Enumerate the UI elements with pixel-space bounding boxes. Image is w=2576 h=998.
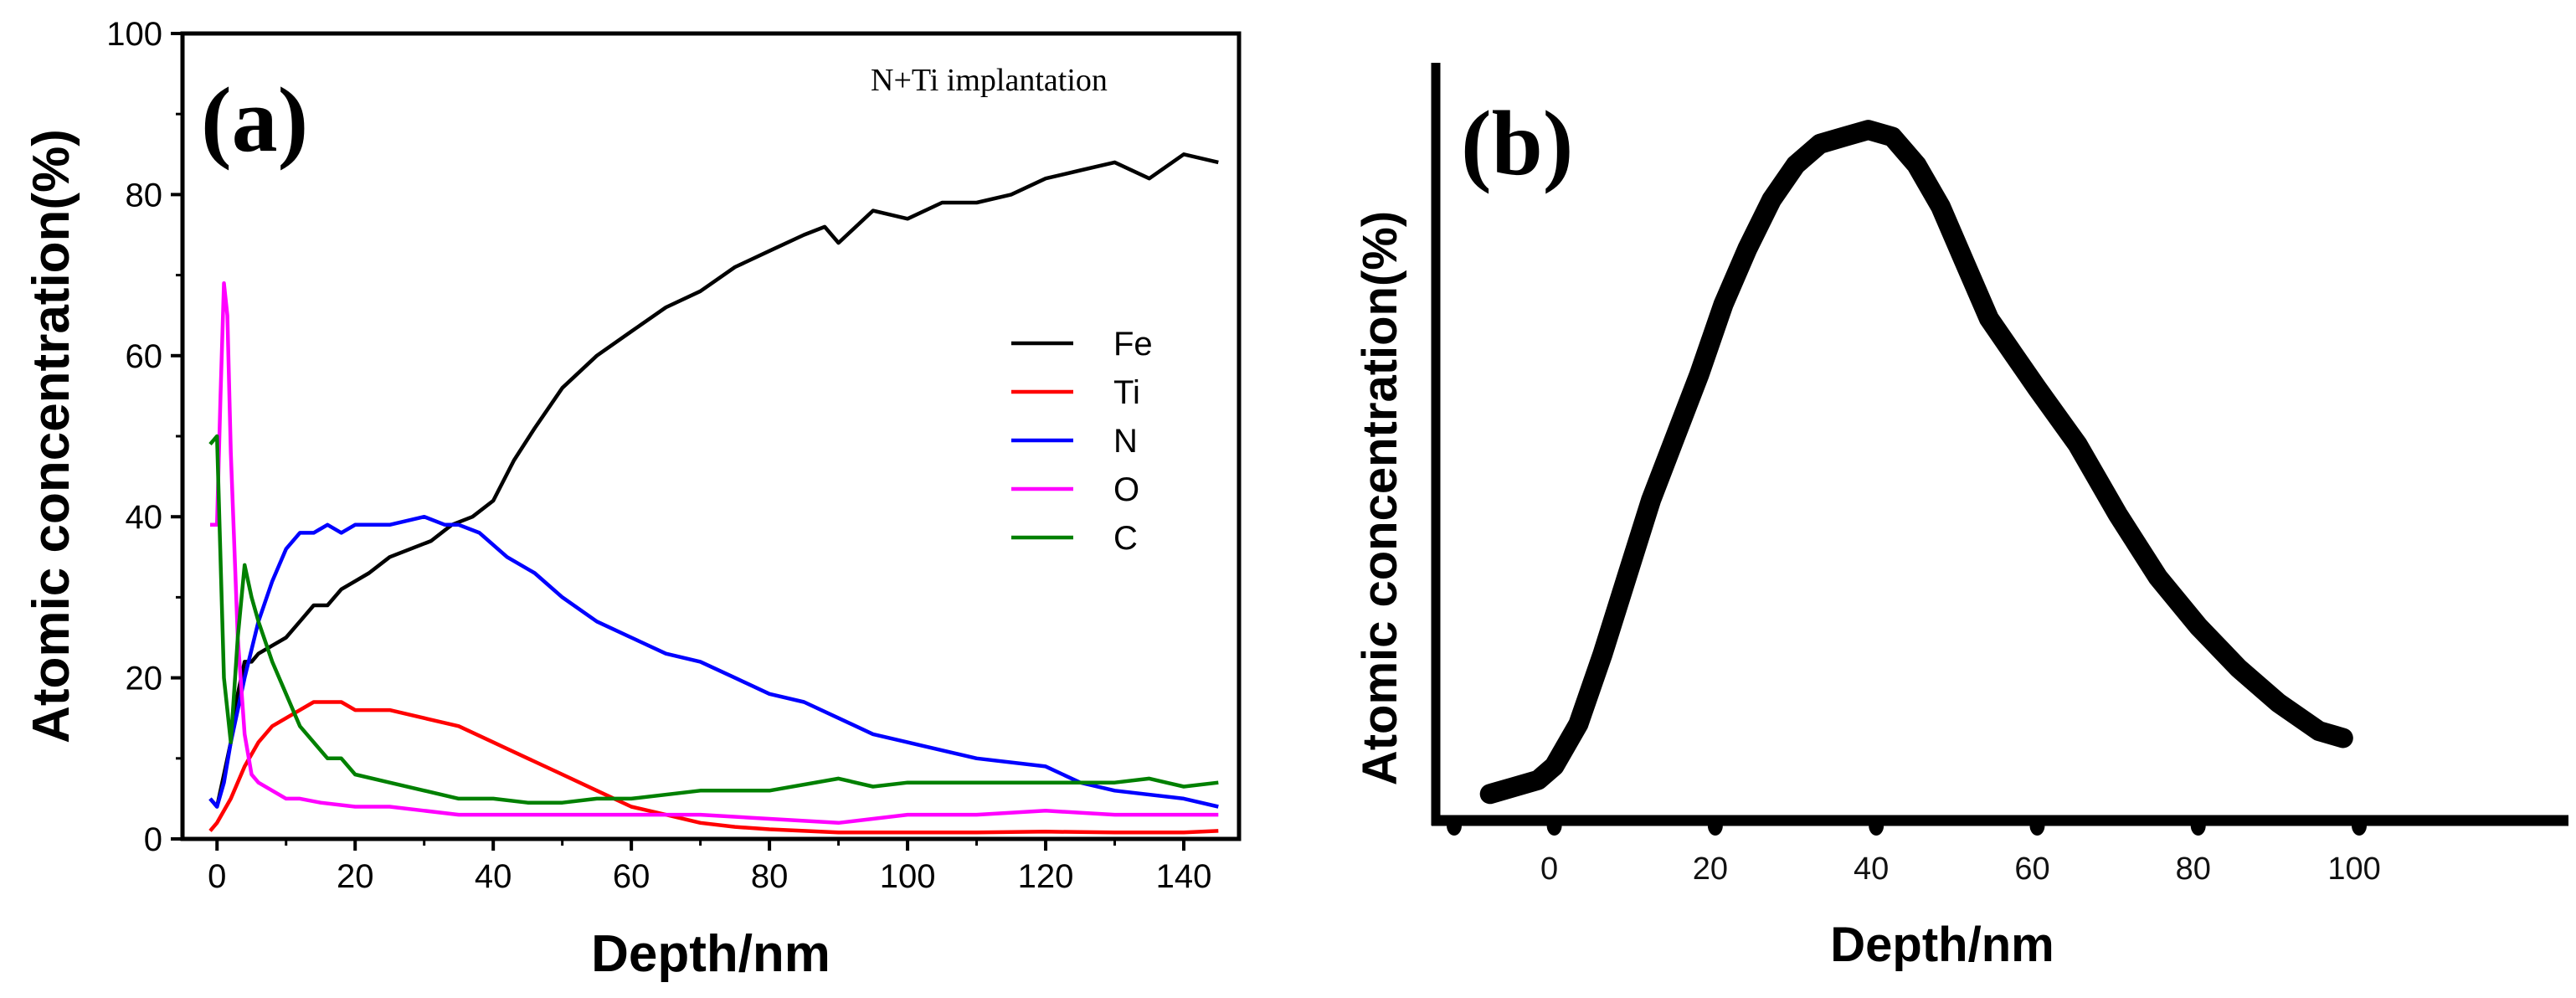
x-tick-dot <box>2352 815 2368 836</box>
x-tick-dot <box>1546 815 1562 836</box>
x-tick-dot <box>2190 815 2206 836</box>
x-tick-dot <box>1707 815 1723 836</box>
x-tick-dot <box>2029 815 2045 836</box>
x-tick-label: 20 <box>1693 851 1728 887</box>
panel-a: (a) N+Ti implantation 0 20 40 60 80 100 120 140… <box>23 16 1242 983</box>
panel-a-x-axis-title: Depth/nm <box>591 925 830 983</box>
legend-label: Fe <box>1113 326 1153 363</box>
panel-a-ticks: 0 20 40 60 80 100 120 140 0 20 40 60 80 100 <box>106 16 1211 895</box>
series-line-ti <box>208 700 1219 835</box>
legend-label: Ti <box>1113 374 1140 411</box>
panel-b-label: (b) <box>1461 92 1573 194</box>
x-tick-label: 40 <box>475 858 512 895</box>
series-line-fe <box>208 152 1219 809</box>
panel-a-label: (a) <box>201 69 308 171</box>
x-tick-label: 140 <box>1156 858 1212 895</box>
series-line-c <box>208 434 1219 805</box>
legend-label: C <box>1113 520 1138 557</box>
y-tick-label: 60 <box>126 338 163 375</box>
x-tick-dot <box>1869 815 1884 836</box>
panel-b-x-axis-title: Depth/nm <box>1830 918 2054 972</box>
y-tick-label: 40 <box>126 499 163 536</box>
y-tick-label: 100 <box>106 16 162 53</box>
x-tick-label: 20 <box>337 858 374 895</box>
panel-a-legend: Fe Ti NOC <box>1011 326 1153 557</box>
panel-a-plot-frame <box>180 31 1242 841</box>
x-tick-label: 80 <box>751 858 789 895</box>
x-tick-label: 60 <box>613 858 650 895</box>
x-tick-label: 120 <box>1018 858 1074 895</box>
series-line-o <box>210 280 1219 826</box>
x-tick-label: 100 <box>2327 851 2380 887</box>
series-line-n <box>208 514 1219 809</box>
y-tick-label: 0 <box>144 821 162 858</box>
series-line-profile <box>1479 120 2353 805</box>
panel-a-y-axis-title: Atomic concentration(%) <box>23 129 80 743</box>
legend-label: O <box>1113 471 1139 508</box>
panel-a-series <box>208 152 1219 835</box>
x-tick-label: 100 <box>880 858 936 895</box>
y-tick-label: 20 <box>126 661 163 697</box>
x-tick-label: 0 <box>1540 851 1558 887</box>
x-tick-label: 80 <box>2176 851 2211 887</box>
x-tick-label: 40 <box>1854 851 1889 887</box>
x-tick-label: 60 <box>2014 851 2049 887</box>
y-tick-label: 80 <box>126 177 163 213</box>
panel-b-series <box>1479 120 2353 805</box>
panel-a-annotation: N+Ti implantation <box>871 63 1108 98</box>
panel-b-y-axis-title: Atomic concentration(%) <box>1353 211 1407 785</box>
legend-label: N <box>1113 423 1138 460</box>
panel-b: (b) 0 20 40 60 80 100 Depth/nm Atomic concent… <box>1353 63 2568 972</box>
panel-b-ticks: 0 20 40 60 80 100 <box>1447 815 2381 887</box>
x-tick-label: 0 <box>208 858 226 895</box>
x-tick-dot <box>1447 815 1462 836</box>
